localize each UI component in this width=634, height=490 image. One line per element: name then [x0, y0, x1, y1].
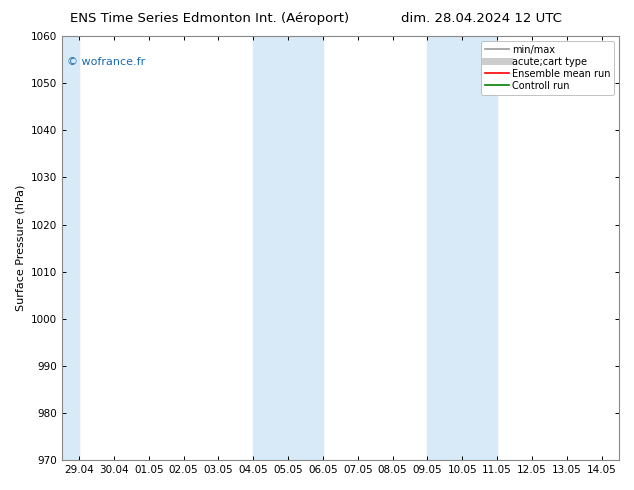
Y-axis label: Surface Pressure (hPa): Surface Pressure (hPa) [15, 185, 25, 311]
Text: ENS Time Series Edmonton Int. (Aéroport): ENS Time Series Edmonton Int. (Aéroport) [70, 12, 349, 25]
Text: © wofrance.fr: © wofrance.fr [67, 57, 145, 67]
Bar [427, 36, 497, 460]
Legend: min/max, acute;cart type, Ensemble mean run, Controll run: min/max, acute;cart type, Ensemble mean … [481, 41, 614, 95]
Bar [61, 36, 79, 460]
Bar [253, 36, 323, 460]
Text: dim. 28.04.2024 12 UTC: dim. 28.04.2024 12 UTC [401, 12, 562, 25]
